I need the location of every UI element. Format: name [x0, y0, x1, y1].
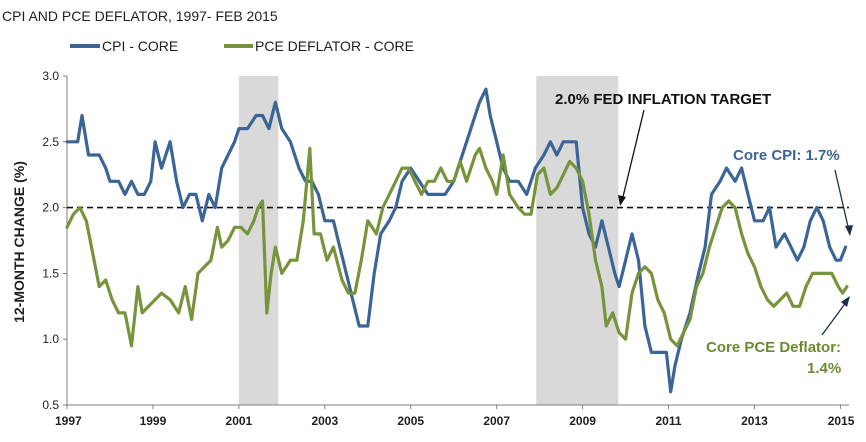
target-arrow [621, 109, 645, 202]
x-tick-label: 2011 [656, 414, 682, 428]
y-axis-label: 12-MONTH CHANGE (%) [11, 161, 27, 323]
cpi-arrow [834, 169, 850, 232]
recession-band-1 [238, 76, 279, 405]
axes [66, 76, 849, 406]
series-lines [65, 87, 849, 394]
y-tick-label: 3.0 [42, 69, 59, 83]
x-tick-label: 2009 [569, 414, 596, 428]
annotations: 2.0% FED INFLATION TARGET Core CPI: 1.7%… [555, 91, 853, 377]
legend-label-cpi: CPI - CORE [102, 38, 178, 54]
recession-bands [238, 76, 619, 405]
y-tick-label: 2.0 [42, 201, 59, 215]
pce-arrowhead [841, 296, 850, 307]
y-tick-label: 2.5 [42, 135, 59, 149]
target-annotation: 2.0% FED INFLATION TARGET [555, 91, 771, 108]
x-tick-label: 1999 [140, 414, 167, 428]
x-tick-label: 2007 [483, 414, 510, 428]
cpi-arrowhead [845, 225, 853, 236]
chart-title: CPI AND PCE DEFLATOR, 1997- FEB 2015 [2, 8, 278, 24]
y-tick-label: 1.0 [42, 332, 59, 346]
x-tick-label: 2013 [741, 414, 768, 428]
x-tick-label: 1997 [55, 414, 82, 428]
legend-label-pce: PCE DEFLATOR - CORE [255, 38, 414, 54]
y-tick-label: 1.5 [42, 266, 59, 280]
recession-band-2 [536, 76, 619, 405]
target-arrowhead [618, 195, 626, 206]
pce-annotation-line2: 1.4% [807, 360, 841, 377]
legend: CPI - CORE PCE DEFLATOR - CORE [70, 38, 414, 54]
pce-arrow [821, 300, 848, 336]
x-tick-label: 2005 [397, 414, 424, 428]
series-line-pce-core [65, 146, 849, 348]
x-tick-label: 2001 [226, 414, 253, 428]
x-tick-label: 2015 [828, 414, 855, 428]
x-tick-label: 2003 [311, 414, 338, 428]
pce-annotation-line1: Core PCE Deflator: [706, 339, 841, 356]
y-tick-label: 0.5 [42, 398, 59, 412]
tick-labels: 0.5 1.0 1.5 2.0 2.5 3.0 1997 1999 2001 2003 2005 20… [42, 69, 854, 428]
series-line-cpi-core [65, 87, 848, 394]
cpi-annotation: Core CPI: 1.7% [733, 147, 840, 164]
